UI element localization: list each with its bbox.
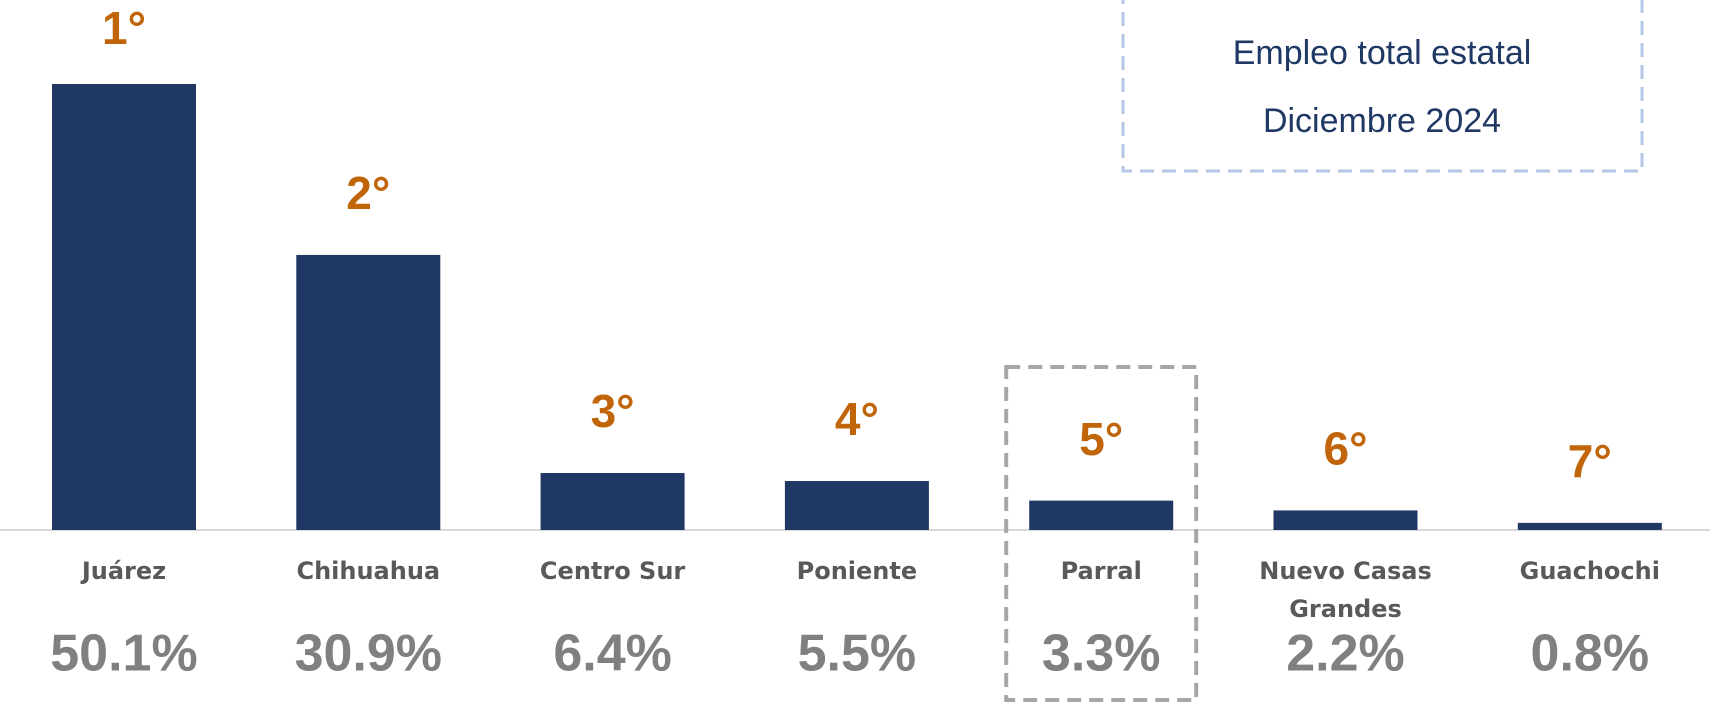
annotation: Empleo total estatal xyxy=(1233,34,1532,72)
value-label: 50.1% xyxy=(50,625,197,683)
value-label: 0.8% xyxy=(1531,625,1650,683)
rank-label: 5° xyxy=(1079,413,1123,465)
legend-box xyxy=(1121,0,1644,173)
value-label: 2.2% xyxy=(1286,625,1405,683)
x-tick-label: Parral xyxy=(1060,557,1142,585)
value-label: 6.4% xyxy=(553,625,672,683)
bar xyxy=(1273,510,1418,530)
value-label: 5.5% xyxy=(798,625,917,683)
highlight-box xyxy=(1004,365,1199,702)
rank-label: 7° xyxy=(1568,435,1612,487)
x-tick-label: Chihuahua xyxy=(296,557,441,585)
bar xyxy=(784,481,929,530)
bar xyxy=(52,84,196,530)
value-label: 30.9% xyxy=(295,625,442,683)
x-tick-label: Poniente xyxy=(796,557,918,585)
rank-label: 4° xyxy=(835,393,879,445)
rank-label: 2° xyxy=(346,167,390,219)
bar xyxy=(1029,500,1174,530)
x-tick-label: Guachochi xyxy=(1519,557,1660,585)
bar xyxy=(296,254,441,530)
x-tick-label: Nuevo Casas Grandes xyxy=(1259,557,1432,623)
x-tick-label: Centro Sur xyxy=(539,557,686,585)
value-label: 3.3% xyxy=(1042,625,1161,683)
rank-label: 6° xyxy=(1324,423,1368,475)
bar xyxy=(540,473,685,530)
annotation: Diciembre 2024 xyxy=(1263,102,1501,140)
rank-label: 3° xyxy=(591,385,635,437)
x-tick-label: Juárez xyxy=(81,557,167,585)
rank-label: 1° xyxy=(102,2,146,54)
bar xyxy=(1517,522,1662,530)
